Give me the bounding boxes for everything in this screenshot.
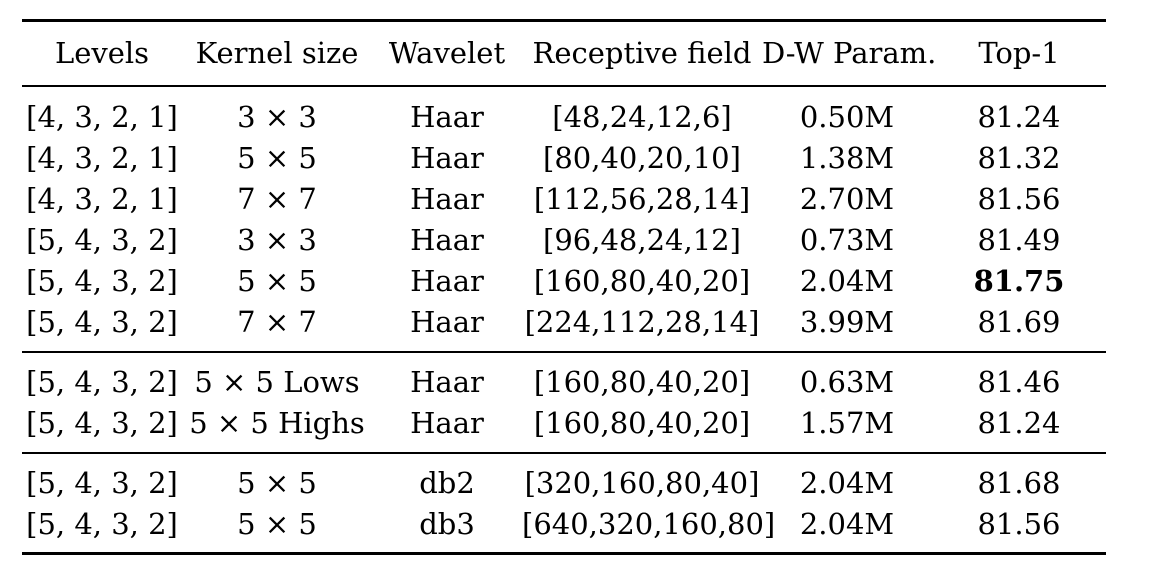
cell-wavelet: Haar bbox=[410, 263, 484, 298]
cell-wavelet: Haar bbox=[410, 99, 484, 134]
table-row: [5, 4, 3, 2] 5 × 5 Lows Haar [160,80,40,… bbox=[22, 350, 1106, 403]
cell-receptive-field: [640,320,160,80] bbox=[522, 503, 775, 555]
cell-top1: 81.46 bbox=[932, 350, 1106, 403]
table-row: [5, 4, 3, 2] 5 × 5 db2 [320,160,80,40] 2… bbox=[22, 451, 1106, 504]
cell-receptive-field: [48,24,12,6] bbox=[552, 99, 732, 134]
table-header: Levels Kernel size Wavelet Receptive fie… bbox=[22, 19, 1106, 87]
cell-top1: 81.32 bbox=[977, 140, 1061, 175]
cell-levels: [5, 4, 3, 2] bbox=[22, 503, 182, 555]
header-top1: Top-1 bbox=[932, 19, 1106, 87]
header-receptive-field: Receptive field bbox=[522, 19, 762, 87]
cell-receptive-field: [112,56,28,14] bbox=[533, 181, 751, 216]
table-row: [5, 4, 3, 2] 7 × 7 Haar [224,112,28,14] … bbox=[22, 302, 1106, 352]
cell-dw-param: 0.73M bbox=[799, 222, 895, 257]
cell-wavelet: db2 bbox=[372, 451, 522, 504]
table-row: [5, 4, 3, 2] 5 × 5 Highs Haar [160,80,40… bbox=[22, 403, 1106, 453]
cell-top1: 81.56 bbox=[977, 181, 1061, 216]
cell-top1: 81.68 bbox=[932, 451, 1106, 504]
cell-top1-best: 81.75 bbox=[973, 263, 1065, 298]
cell-dw-param: 2.70M bbox=[799, 181, 895, 216]
ablation-table-container: Levels Kernel size Wavelet Receptive fie… bbox=[22, 19, 1106, 555]
table-group-frequency-split: [5, 4, 3, 2] 5 × 5 Lows Haar [160,80,40,… bbox=[22, 350, 1106, 453]
cell-dw-param: 1.57M bbox=[799, 405, 895, 440]
cell-receptive-field: [160,80,40,20] bbox=[533, 263, 751, 298]
cell-receptive-field: [160,80,40,20] bbox=[522, 350, 762, 403]
header-wavelet: Wavelet bbox=[372, 19, 522, 87]
cell-levels: [4, 3, 2, 1] bbox=[26, 140, 178, 175]
cell-top1: 81.49 bbox=[977, 222, 1061, 257]
cell-top1: 81.24 bbox=[977, 99, 1061, 134]
cell-top1: 81.24 bbox=[977, 405, 1061, 440]
table-row: [5, 4, 3, 2] 5 × 5 db3 [640,320,160,80] … bbox=[22, 503, 1106, 555]
header-row: Levels Kernel size Wavelet Receptive fie… bbox=[22, 19, 1106, 87]
ablation-table: Levels Kernel size Wavelet Receptive fie… bbox=[22, 19, 1106, 555]
cell-dw-param: 2.04M bbox=[799, 263, 895, 298]
cell-wavelet: Haar bbox=[410, 405, 484, 440]
cell-levels: [5, 4, 3, 2] bbox=[26, 304, 178, 339]
cell-receptive-field: [320,160,80,40] bbox=[522, 451, 762, 504]
cell-wavelet: db3 bbox=[372, 503, 522, 555]
cell-receptive-field: [224,112,28,14] bbox=[524, 304, 760, 339]
cell-dw-param: 3.99M bbox=[799, 304, 895, 339]
cell-wavelet: Haar bbox=[372, 350, 522, 403]
cell-kernel: 5 × 5 bbox=[182, 503, 372, 555]
cell-dw-param: 0.50M bbox=[799, 99, 895, 134]
cell-levels: [4, 3, 2, 1] bbox=[26, 99, 178, 134]
cell-kernel: 5 × 5 Highs bbox=[189, 405, 365, 440]
cell-levels: [5, 4, 3, 2] bbox=[26, 405, 178, 440]
cell-kernel: 5 × 5 Lows bbox=[182, 350, 372, 403]
cell-levels: [5, 4, 3, 2] bbox=[26, 263, 178, 298]
cell-top1: 81.69 bbox=[977, 304, 1061, 339]
table-row: [4, 3, 2, 1] 5 × 5 Haar [80,40,20,10] 1.… bbox=[22, 138, 1106, 179]
header-kernel-size: Kernel size bbox=[182, 19, 372, 87]
cell-receptive-field: [96,48,24,12] bbox=[543, 222, 741, 257]
cell-levels: [5, 4, 3, 2] bbox=[22, 350, 182, 403]
cell-dw-param: 1.38M bbox=[799, 140, 895, 175]
cell-kernel: 3 × 3 bbox=[237, 99, 317, 134]
cell-kernel: 5 × 5 bbox=[237, 140, 317, 175]
cell-receptive-field: [80,40,20,10] bbox=[543, 140, 741, 175]
cell-dw-param: 2.04M bbox=[762, 451, 932, 504]
cell-top1: 81.56 bbox=[932, 503, 1106, 555]
table-row: [4, 3, 2, 1] 3 × 3 Haar [48,24,12,6] 0.5… bbox=[22, 86, 1106, 138]
cell-kernel: 5 × 5 bbox=[182, 451, 372, 504]
cell-wavelet: Haar bbox=[410, 140, 484, 175]
table-row: [5, 4, 3, 2] 3 × 3 Haar [96,48,24,12] 0.… bbox=[22, 220, 1106, 261]
cell-kernel: 5 × 5 bbox=[237, 263, 317, 298]
cell-wavelet: Haar bbox=[410, 222, 484, 257]
cell-kernel: 7 × 7 bbox=[237, 181, 317, 216]
table-row-best: [5, 4, 3, 2] 5 × 5 Haar [160,80,40,20] 2… bbox=[22, 261, 1106, 302]
table-group-wavelet-type: [5, 4, 3, 2] 5 × 5 db2 [320,160,80,40] 2… bbox=[22, 451, 1106, 555]
cell-wavelet: Haar bbox=[410, 181, 484, 216]
cell-dw-param: 2.04M bbox=[762, 503, 932, 555]
cell-levels: [4, 3, 2, 1] bbox=[26, 181, 178, 216]
cell-wavelet: Haar bbox=[410, 304, 484, 339]
cell-levels: [5, 4, 3, 2] bbox=[26, 222, 178, 257]
cell-levels: [5, 4, 3, 2] bbox=[22, 451, 182, 504]
table-group-kernel-sweep: [4, 3, 2, 1] 3 × 3 Haar [48,24,12,6] 0.5… bbox=[22, 86, 1106, 352]
header-dw-param: D-W Param. bbox=[762, 19, 936, 87]
header-levels: Levels bbox=[22, 19, 182, 87]
cell-kernel: 7 × 7 bbox=[237, 304, 317, 339]
cell-receptive-field: [160,80,40,20] bbox=[533, 405, 751, 440]
cell-dw-param: 0.63M bbox=[762, 350, 932, 403]
table-row: [4, 3, 2, 1] 7 × 7 Haar [112,56,28,14] 2… bbox=[22, 179, 1106, 220]
cell-kernel: 3 × 3 bbox=[237, 222, 317, 257]
